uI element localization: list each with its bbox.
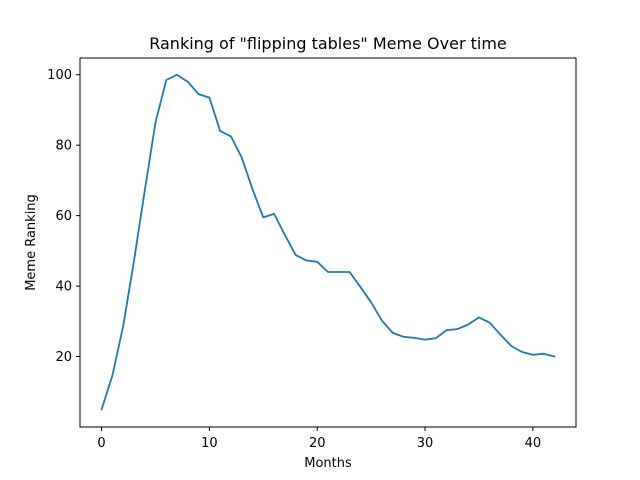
x-axis-label: Months [304,456,352,471]
x-tick-label: 20 [309,436,326,451]
y-axis-label: Meme Ranking [24,194,39,291]
chart-title: Ranking of "flipping tables" Meme Over t… [149,34,507,53]
y-tick-label: 80 [55,139,72,154]
x-tick-label: 10 [201,436,218,451]
plot-area [80,58,576,427]
y-tick-label: 100 [47,68,72,83]
y-tick-label: 20 [55,350,72,365]
y-tick-label: 60 [55,209,72,224]
y-tick-label: 40 [55,280,72,295]
x-tick-label: 0 [97,436,105,451]
x-tick-label: 30 [417,436,434,451]
x-tick-label: 40 [525,436,542,451]
